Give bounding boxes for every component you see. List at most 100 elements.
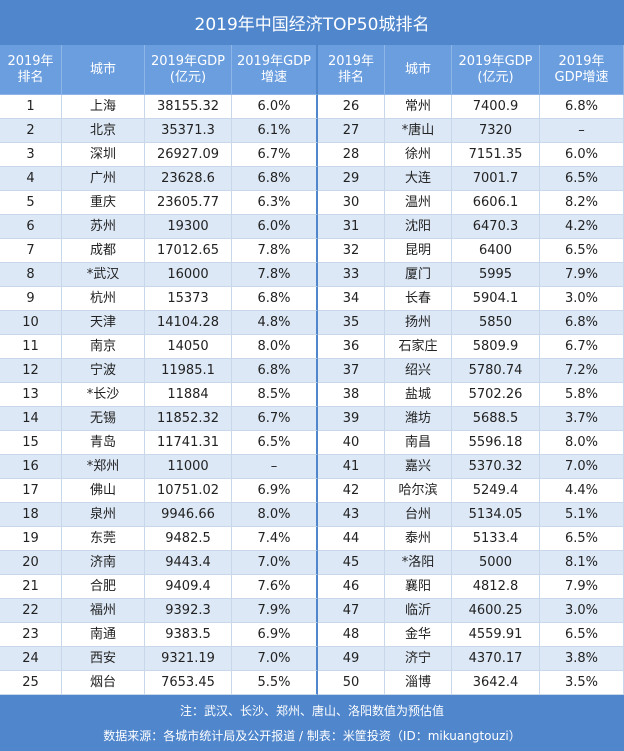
table-row: 11 南京 14050 8.0% 36 石家庄 5809.9 6.7%	[0, 335, 624, 359]
table-cell: 20	[0, 551, 62, 575]
table-row: 23 南通 9383.5 6.9% 48 金华 4559.91 6.5%	[0, 623, 624, 647]
table-cell: 48	[318, 623, 385, 647]
table-cell: 青岛	[62, 431, 145, 455]
table-cell: 27	[318, 119, 385, 143]
table-row: 14 无锡 11852.32 6.7% 39 潍坊 5688.5 3.7%	[0, 407, 624, 431]
table-cell: 6.9%	[232, 623, 318, 647]
title: 2019年中国经济TOP50城排名	[0, 0, 624, 45]
table-cell: 南通	[62, 623, 145, 647]
table-cell: 4600.25	[452, 599, 540, 623]
table-cell: 9482.5	[145, 527, 232, 551]
table-cell: 6.5%	[232, 431, 318, 455]
table-row: 3 深圳 26927.09 6.7% 28 徐州 7151.35 6.0%	[0, 143, 624, 167]
table-cell: 25	[0, 671, 62, 695]
table-cell: 6.8%	[540, 311, 624, 335]
table-cell: 8.0%	[540, 431, 624, 455]
table-cell: –	[232, 455, 318, 479]
table-cell: 大连	[385, 167, 452, 191]
table-cell: 6470.3	[452, 215, 540, 239]
table-cell: 6.7%	[232, 407, 318, 431]
table-cell: 15	[0, 431, 62, 455]
header-cell: 2019年GDP (亿元)	[145, 45, 232, 95]
table-cell: 扬州	[385, 311, 452, 335]
table-cell: *唐山	[385, 119, 452, 143]
table-cell: 5688.5	[452, 407, 540, 431]
header-cell: 2019年GDP 增速	[232, 45, 318, 95]
table-cell: 5904.1	[452, 287, 540, 311]
table-cell: 7001.7	[452, 167, 540, 191]
table-cell: 40	[318, 431, 385, 455]
table-cell: 6.9%	[232, 479, 318, 503]
table-cell: 天津	[62, 311, 145, 335]
table-row: 15 青岛 11741.31 6.5% 40 南昌 5596.18 8.0%	[0, 431, 624, 455]
table-cell: 23628.6	[145, 167, 232, 191]
table-cell: 4559.91	[452, 623, 540, 647]
table-cell: 南京	[62, 335, 145, 359]
table-cell: 烟台	[62, 671, 145, 695]
table-cell: 3.7%	[540, 407, 624, 431]
table-cell: 哈尔滨	[385, 479, 452, 503]
table-cell: 10751.02	[145, 479, 232, 503]
table-cell: 33	[318, 263, 385, 287]
table-cell: 32	[318, 239, 385, 263]
table-cell: 昆明	[385, 239, 452, 263]
table-cell: 5134.05	[452, 503, 540, 527]
table-cell: 9321.19	[145, 647, 232, 671]
table-cell: 徐州	[385, 143, 452, 167]
table-cell: 3.0%	[540, 287, 624, 311]
table-cell: 6606.1	[452, 191, 540, 215]
table-cell: 9443.4	[145, 551, 232, 575]
table-cell: 3.0%	[540, 599, 624, 623]
table-cell: 盐城	[385, 383, 452, 407]
table-cell: 4.8%	[232, 311, 318, 335]
table-cell: 8.5%	[232, 383, 318, 407]
table-cell: 6	[0, 215, 62, 239]
table-cell: 11000	[145, 455, 232, 479]
table-cell: 4.4%	[540, 479, 624, 503]
table-cell: 6400	[452, 239, 540, 263]
table-cell: 16000	[145, 263, 232, 287]
table-cell: 东莞	[62, 527, 145, 551]
table-cell: 6.1%	[232, 119, 318, 143]
table-cell: 7653.45	[145, 671, 232, 695]
table-cell: 5000	[452, 551, 540, 575]
table-cell: 沈阳	[385, 215, 452, 239]
table-cell: 杭州	[62, 287, 145, 311]
table-cell: 2	[0, 119, 62, 143]
table-row: 18 泉州 9946.66 8.0% 43 台州 5134.05 5.1%	[0, 503, 624, 527]
table-cell: 34	[318, 287, 385, 311]
table-cell: 7.9%	[540, 263, 624, 287]
table-row: 8 *武汉 16000 7.8% 33 厦门 5995 7.9%	[0, 263, 624, 287]
table-cell: 7	[0, 239, 62, 263]
table-cell: 3642.4	[452, 671, 540, 695]
table-row: 20 济南 9443.4 7.0% 45 *洛阳 5000 8.1%	[0, 551, 624, 575]
table-cell: 17012.65	[145, 239, 232, 263]
table-cell: 6.7%	[232, 143, 318, 167]
table-cell: 7.9%	[232, 599, 318, 623]
table-cell: 18	[0, 503, 62, 527]
table-cell: 13	[0, 383, 62, 407]
table-cell: 重庆	[62, 191, 145, 215]
table-cell: 26927.09	[145, 143, 232, 167]
table-cell: 上海	[62, 95, 145, 119]
table-cell: 7400.9	[452, 95, 540, 119]
table-cell: 7.2%	[540, 359, 624, 383]
table-cell: 5.8%	[540, 383, 624, 407]
table-cell: 佛山	[62, 479, 145, 503]
header-cell: 城市	[62, 45, 145, 95]
table-cell: 7.0%	[232, 647, 318, 671]
table-cell: 北京	[62, 119, 145, 143]
table-cell: 成都	[62, 239, 145, 263]
table-cell: 4812.8	[452, 575, 540, 599]
table-cell: 襄阳	[385, 575, 452, 599]
table-cell: 苏州	[62, 215, 145, 239]
table-row: 6 苏州 19300 6.0% 31 沈阳 6470.3 4.2%	[0, 215, 624, 239]
table-cell: 长春	[385, 287, 452, 311]
table-cell: 宁波	[62, 359, 145, 383]
table-cell: 14	[0, 407, 62, 431]
table-cell: 38	[318, 383, 385, 407]
table-cell: 49	[318, 647, 385, 671]
table-cell: 15373	[145, 287, 232, 311]
table-cell: 6.7%	[540, 335, 624, 359]
